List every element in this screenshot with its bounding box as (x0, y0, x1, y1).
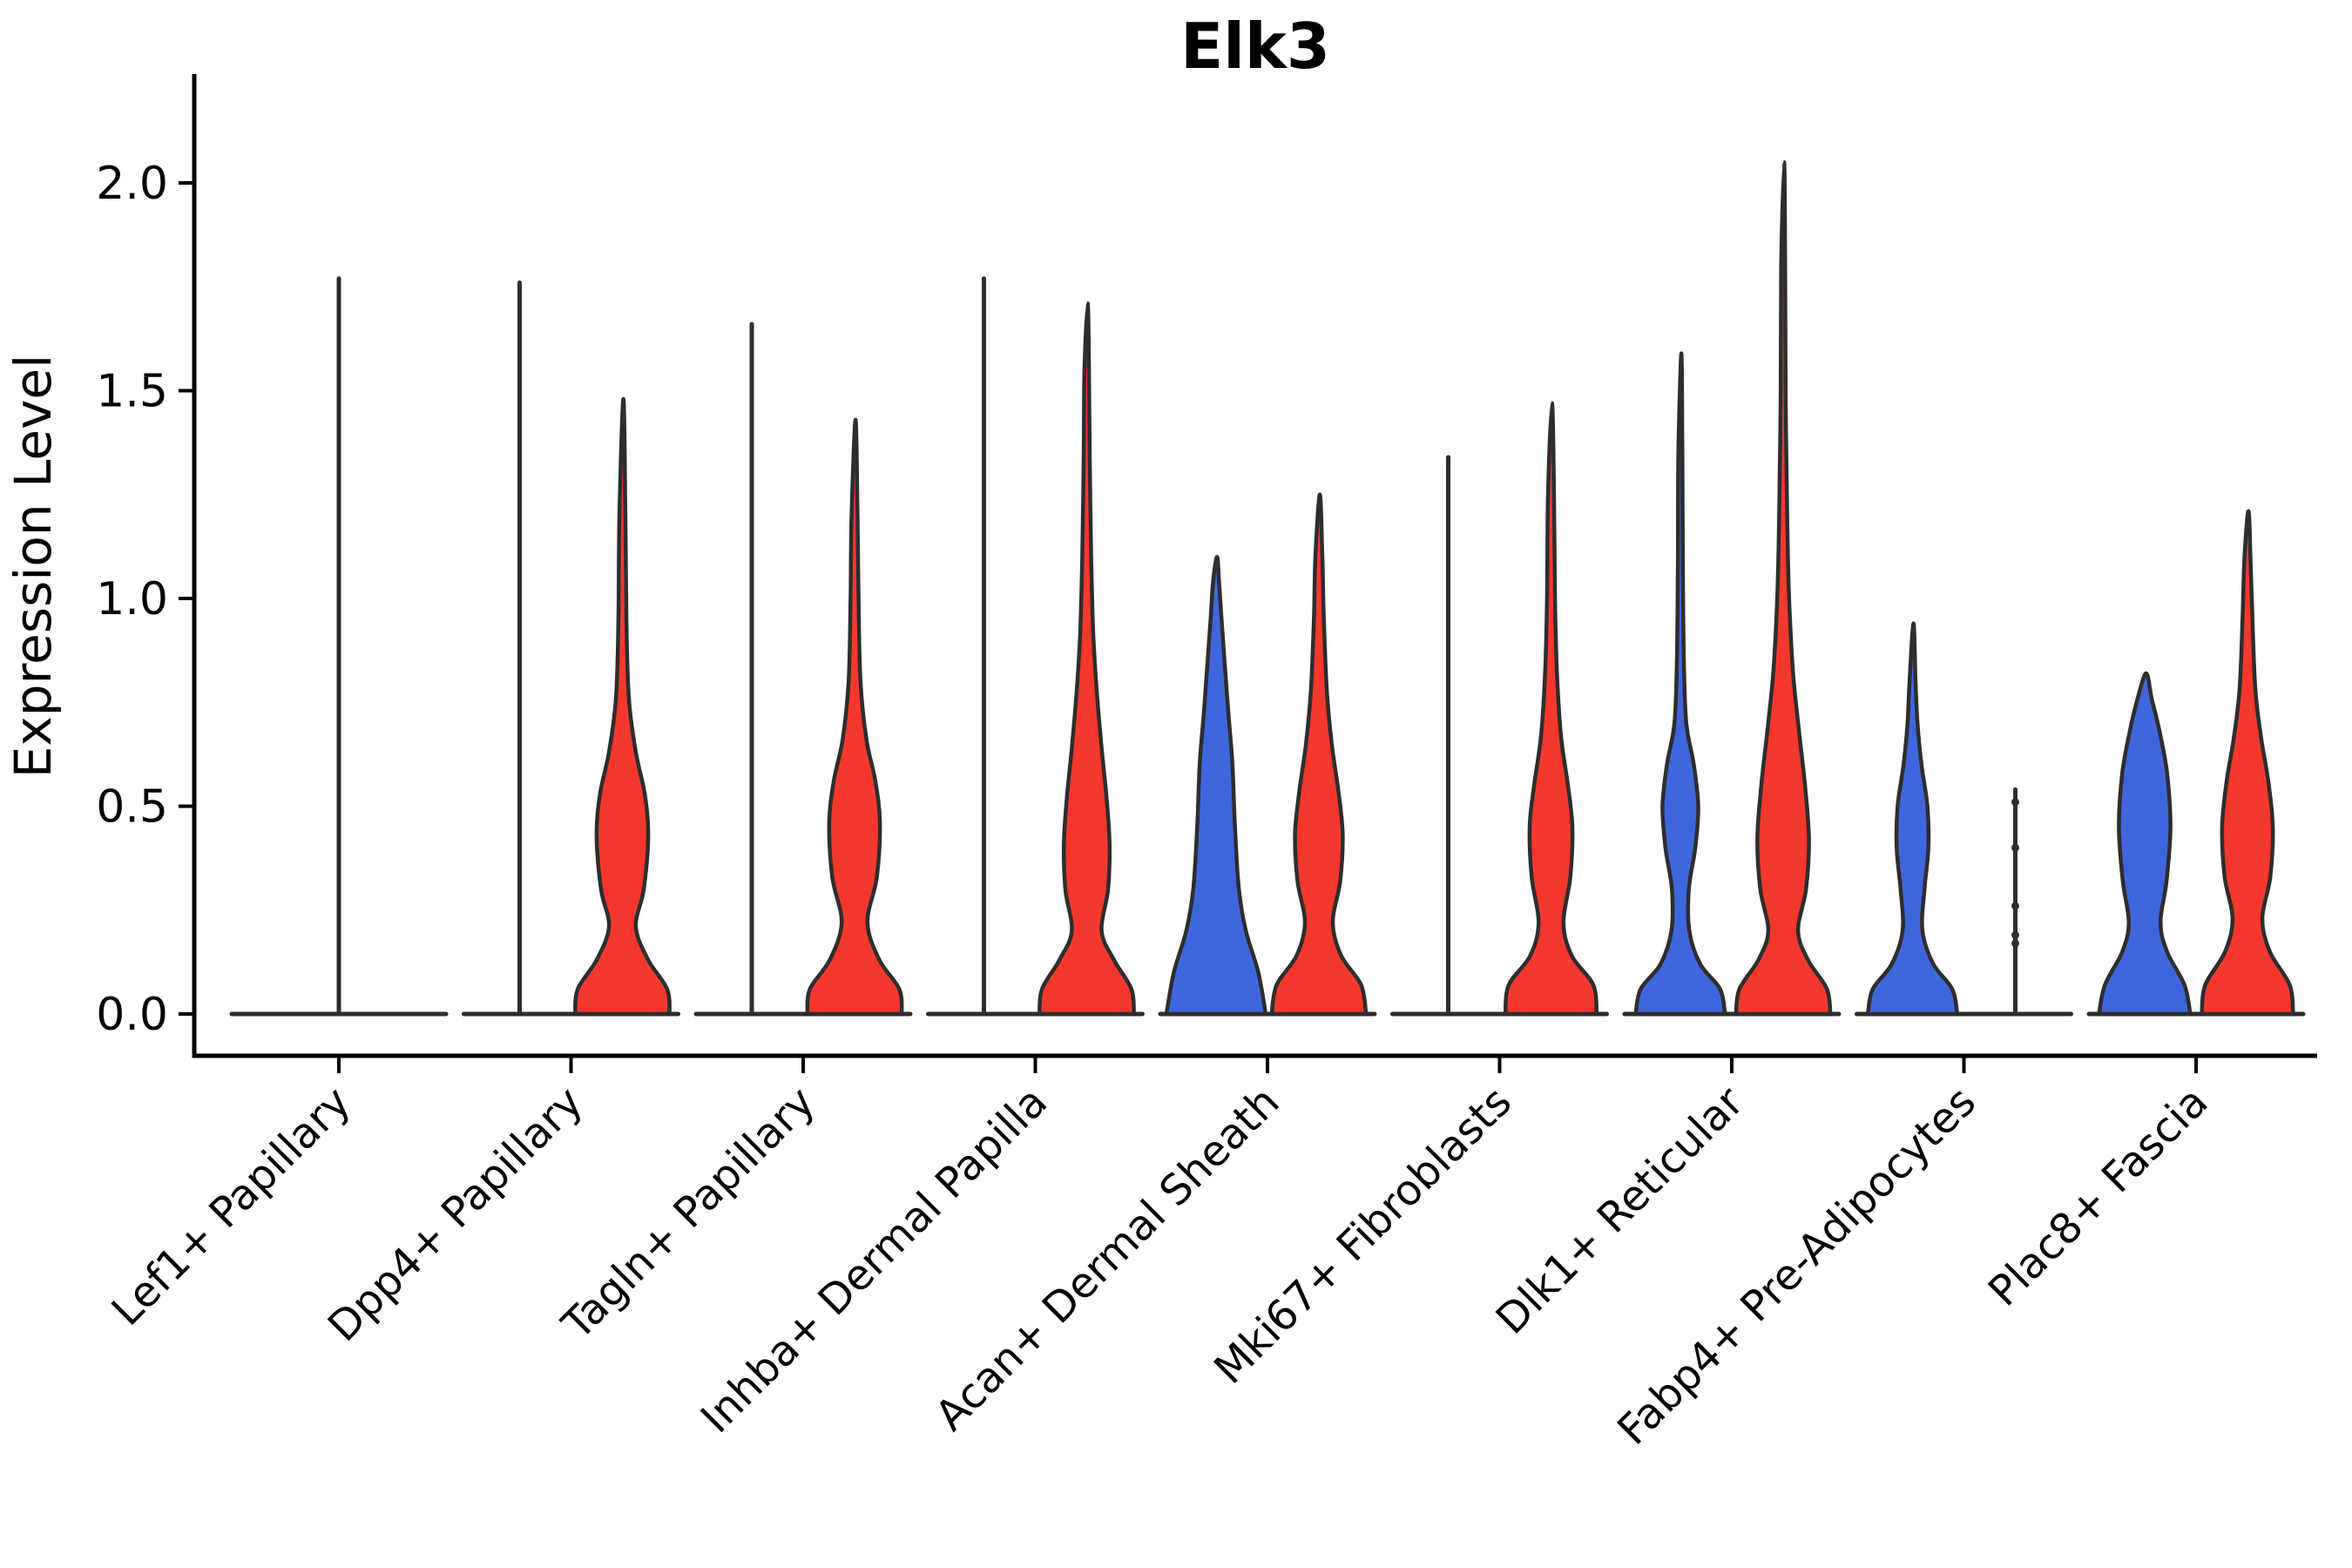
y-tick-label: 2.0 (96, 158, 168, 210)
violin-red (1503, 401, 1599, 1017)
y-tick-label: 0.0 (96, 989, 168, 1041)
jitter-point (2011, 798, 2019, 807)
chart-title: Elk3 (1180, 10, 1330, 83)
violin-red (1269, 492, 1369, 1017)
violin-blue (1164, 555, 1268, 1017)
jitter-point (2011, 843, 2019, 852)
violin-red (805, 417, 904, 1017)
violin-blue (2097, 671, 2193, 1017)
y-tick-label: 1.5 (96, 366, 168, 418)
violin-red (2200, 509, 2295, 1017)
violin-blue (1633, 351, 1727, 1017)
x-tick-label: Plac8+ Fascia (1979, 1078, 2218, 1316)
x-tick-label: Dlk1+ Reticular (1487, 1078, 1754, 1344)
x-tick-label: Dpp4+ Papillary (319, 1078, 592, 1351)
violin-red (1037, 301, 1136, 1017)
y-tick-label: 1.0 (96, 573, 168, 625)
x-tick-label: Lef1+ Papillary (103, 1078, 361, 1335)
y-tick-label: 0.5 (96, 781, 168, 834)
violin-red (1734, 159, 1833, 1017)
jitter-point (2011, 930, 2019, 939)
x-tick-label: Tagln+ Papillary (552, 1078, 824, 1349)
jitter-point (2011, 902, 2019, 910)
y-axis-label: Expression Level (3, 355, 63, 778)
violin-red (573, 396, 672, 1017)
violin-blue (1865, 621, 1960, 1017)
jitter-point (2011, 939, 2019, 948)
